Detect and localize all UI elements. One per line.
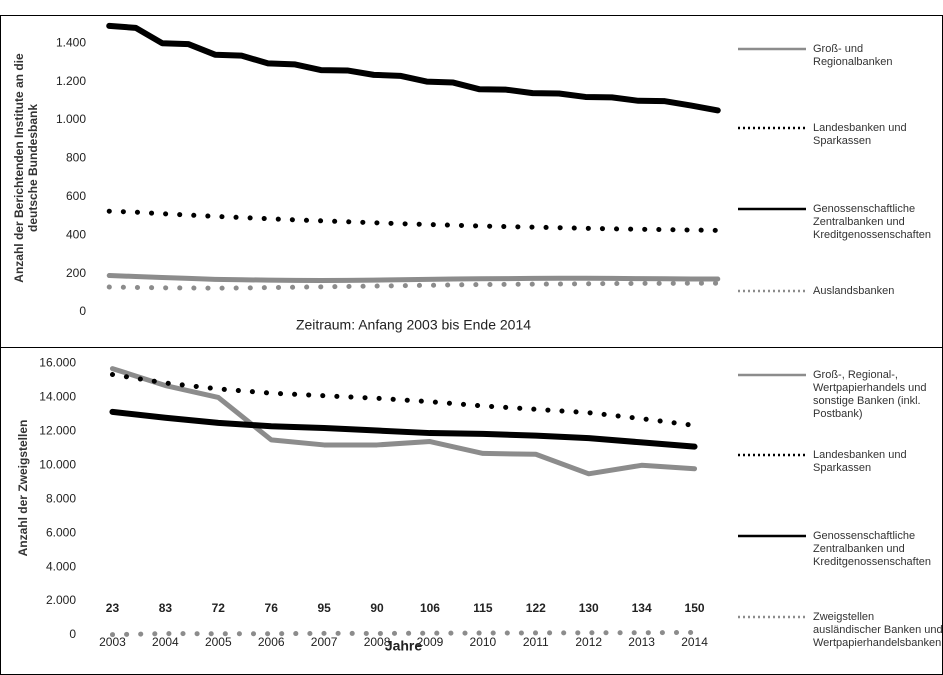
data-label: 122 [526, 601, 546, 615]
series-line [106, 273, 721, 284]
y-tick-label: 200 [66, 266, 86, 280]
y-tick-label: 1.400 [56, 35, 86, 49]
x-tick-label: 2003 [99, 635, 126, 649]
y-tick-label: 800 [66, 151, 86, 165]
x-axis-title: Zeitraum: Anfang 2003 bis Ende 2014 [296, 317, 531, 333]
data-label: 23 [106, 601, 120, 615]
legend-label: Auslandsbanken [813, 285, 895, 297]
x-axis-title: Jahre [385, 638, 423, 654]
series-line [109, 366, 698, 477]
y-tick-label: 0 [69, 627, 76, 641]
y-tick-label: 0 [79, 304, 86, 318]
legend-label: Genossenschaftliche Zentralbanken und Kr… [813, 530, 932, 568]
chart: 0 200 400 600 800 1.000 1.200 1.400 Zeitraum: An… [56, 22, 806, 333]
y-tick-label: 8.000 [46, 491, 76, 505]
x-tick-label: 2007 [311, 635, 338, 649]
panel-bottom: 0 2.000 4.000 6.000 8.000 10.000 12.000 14.000 1… [0, 347, 943, 675]
x-tick-label: 2006 [258, 635, 285, 649]
series-line [106, 22, 721, 114]
y-tick-label: 1.200 [56, 74, 86, 88]
legend-label: Groß- und Regionalbanken [813, 43, 893, 68]
legend-label: Genossenschaftliche Zentralbanken und Kr… [813, 203, 932, 241]
x-tick-label: 2013 [628, 635, 655, 649]
series-line [106, 280, 721, 291]
x-tick-label: 2009 [417, 635, 444, 649]
data-label: 76 [265, 601, 279, 615]
y-tick-label: 1.000 [56, 112, 86, 126]
data-label: 83 [159, 601, 173, 615]
panel-top: 0 200 400 600 800 1.000 1.200 1.400 Zeitraum: An… [0, 15, 943, 348]
y-tick-label: 6.000 [46, 525, 76, 539]
series-line [109, 629, 698, 638]
y-axis-title: Anzahl der Zweigstellen [16, 419, 30, 557]
y-tick-label: 12.000 [39, 424, 76, 438]
chart: 0 2.000 4.000 6.000 8.000 10.000 12.000 14.000 1… [39, 356, 806, 654]
legend-label: Landesbanken und Sparkassen [813, 449, 907, 474]
legend-label: Groß-, Regional-, Wertpapierhandels und … [813, 369, 927, 420]
y-axis-title: Anzahl der Berichtenden Institute an die… [12, 53, 40, 283]
y-tick-label: 400 [66, 227, 86, 241]
data-label: 90 [370, 601, 384, 615]
data-label: 95 [317, 601, 331, 615]
x-tick-label: 2012 [575, 635, 602, 649]
y-tick-label: 2.000 [46, 593, 76, 607]
y-tick-label: 4.000 [46, 559, 76, 573]
x-tick-label: 2005 [205, 635, 232, 649]
x-tick-label: 2004 [152, 635, 179, 649]
data-label: 72 [212, 601, 226, 615]
x-tick-label: 2010 [470, 635, 497, 649]
series-line [109, 408, 698, 450]
data-label: 115 [473, 601, 493, 615]
series-line [109, 372, 698, 428]
x-tick-label: 2008 [364, 635, 391, 649]
y-tick-label: 14.000 [39, 390, 76, 404]
y-tick-label: 600 [66, 189, 86, 203]
legend-label: Zweigstellen ausländischer Banken und We… [813, 611, 943, 649]
data-label: 150 [685, 601, 705, 615]
x-tick-label: 2011 [523, 635, 549, 649]
legend-label: Landesbanken und Sparkassen [813, 122, 907, 147]
data-label: 106 [420, 601, 440, 615]
y-tick-label: 10.000 [39, 457, 76, 471]
y-tick-label: 16.000 [39, 356, 76, 370]
x-tick-label: 2014 [681, 635, 708, 649]
data-label: 134 [632, 601, 652, 615]
data-label: 130 [579, 601, 599, 615]
series-line [106, 208, 721, 233]
